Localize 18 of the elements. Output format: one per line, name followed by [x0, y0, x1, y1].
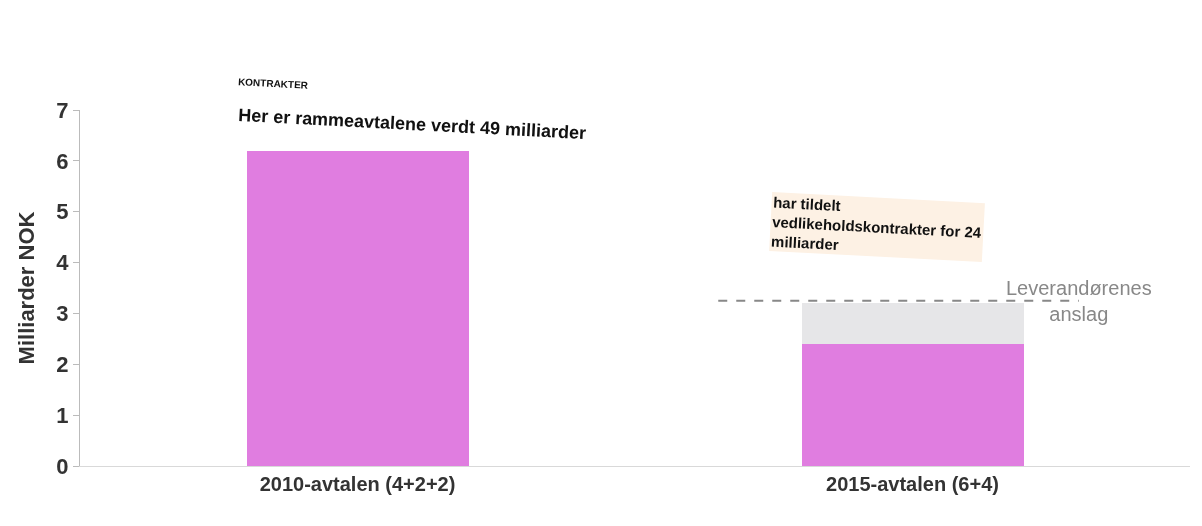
bar: [801, 343, 1024, 466]
y-tick-label: 7: [56, 97, 69, 123]
bar: [801, 303, 1024, 344]
x-tick-label: 2010-avtalen (4+2+2): [259, 473, 456, 495]
y-tick-label: 0: [56, 453, 69, 479]
y-tick-label: 6: [56, 148, 69, 174]
y-tick-label: 4: [56, 250, 70, 276]
x-tick-label: 2015-avtalen (6+4): [826, 473, 999, 495]
y-tick-label: 3: [56, 301, 69, 327]
bar: [246, 150, 469, 466]
annotation: har tildelt vedlikeholdskontrakter for 24 milliarder: [770, 193, 983, 254]
ref-line-label: Leverandørenes anslag: [1006, 277, 1152, 325]
annotation: Her er rammeavtalene verdt 49 milliarder: [237, 104, 587, 144]
y-tick-label: 1: [56, 402, 69, 428]
text: KONTRAKTER: [237, 76, 310, 91]
y-tick-label: 5: [56, 199, 69, 225]
y-axis-title: Milliarder NOK: [14, 211, 40, 365]
y-tick-label: 2: [56, 351, 69, 377]
